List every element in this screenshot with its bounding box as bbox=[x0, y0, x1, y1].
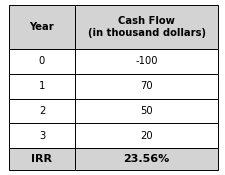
Bar bbox=[75, 74, 218, 99]
Bar bbox=[9, 99, 75, 124]
Text: 1: 1 bbox=[39, 81, 45, 91]
Bar bbox=[75, 124, 218, 148]
Text: 50: 50 bbox=[140, 106, 153, 116]
Text: IRR: IRR bbox=[32, 154, 52, 164]
Bar bbox=[75, 148, 218, 170]
Bar bbox=[75, 5, 218, 49]
Text: Year: Year bbox=[29, 22, 54, 32]
Text: 20: 20 bbox=[140, 131, 153, 141]
Bar bbox=[9, 124, 75, 148]
Text: 0: 0 bbox=[39, 56, 45, 66]
Text: Cash Flow
(in thousand dollars): Cash Flow (in thousand dollars) bbox=[88, 16, 206, 38]
Bar bbox=[75, 49, 218, 74]
Bar bbox=[9, 74, 75, 99]
Text: 2: 2 bbox=[39, 106, 45, 116]
Bar bbox=[9, 49, 75, 74]
Text: 70: 70 bbox=[140, 81, 153, 91]
Text: 3: 3 bbox=[39, 131, 45, 141]
Text: -100: -100 bbox=[135, 56, 158, 66]
Bar bbox=[75, 99, 218, 124]
Bar bbox=[9, 148, 75, 170]
Text: 23.56%: 23.56% bbox=[124, 154, 170, 164]
Bar bbox=[9, 5, 75, 49]
